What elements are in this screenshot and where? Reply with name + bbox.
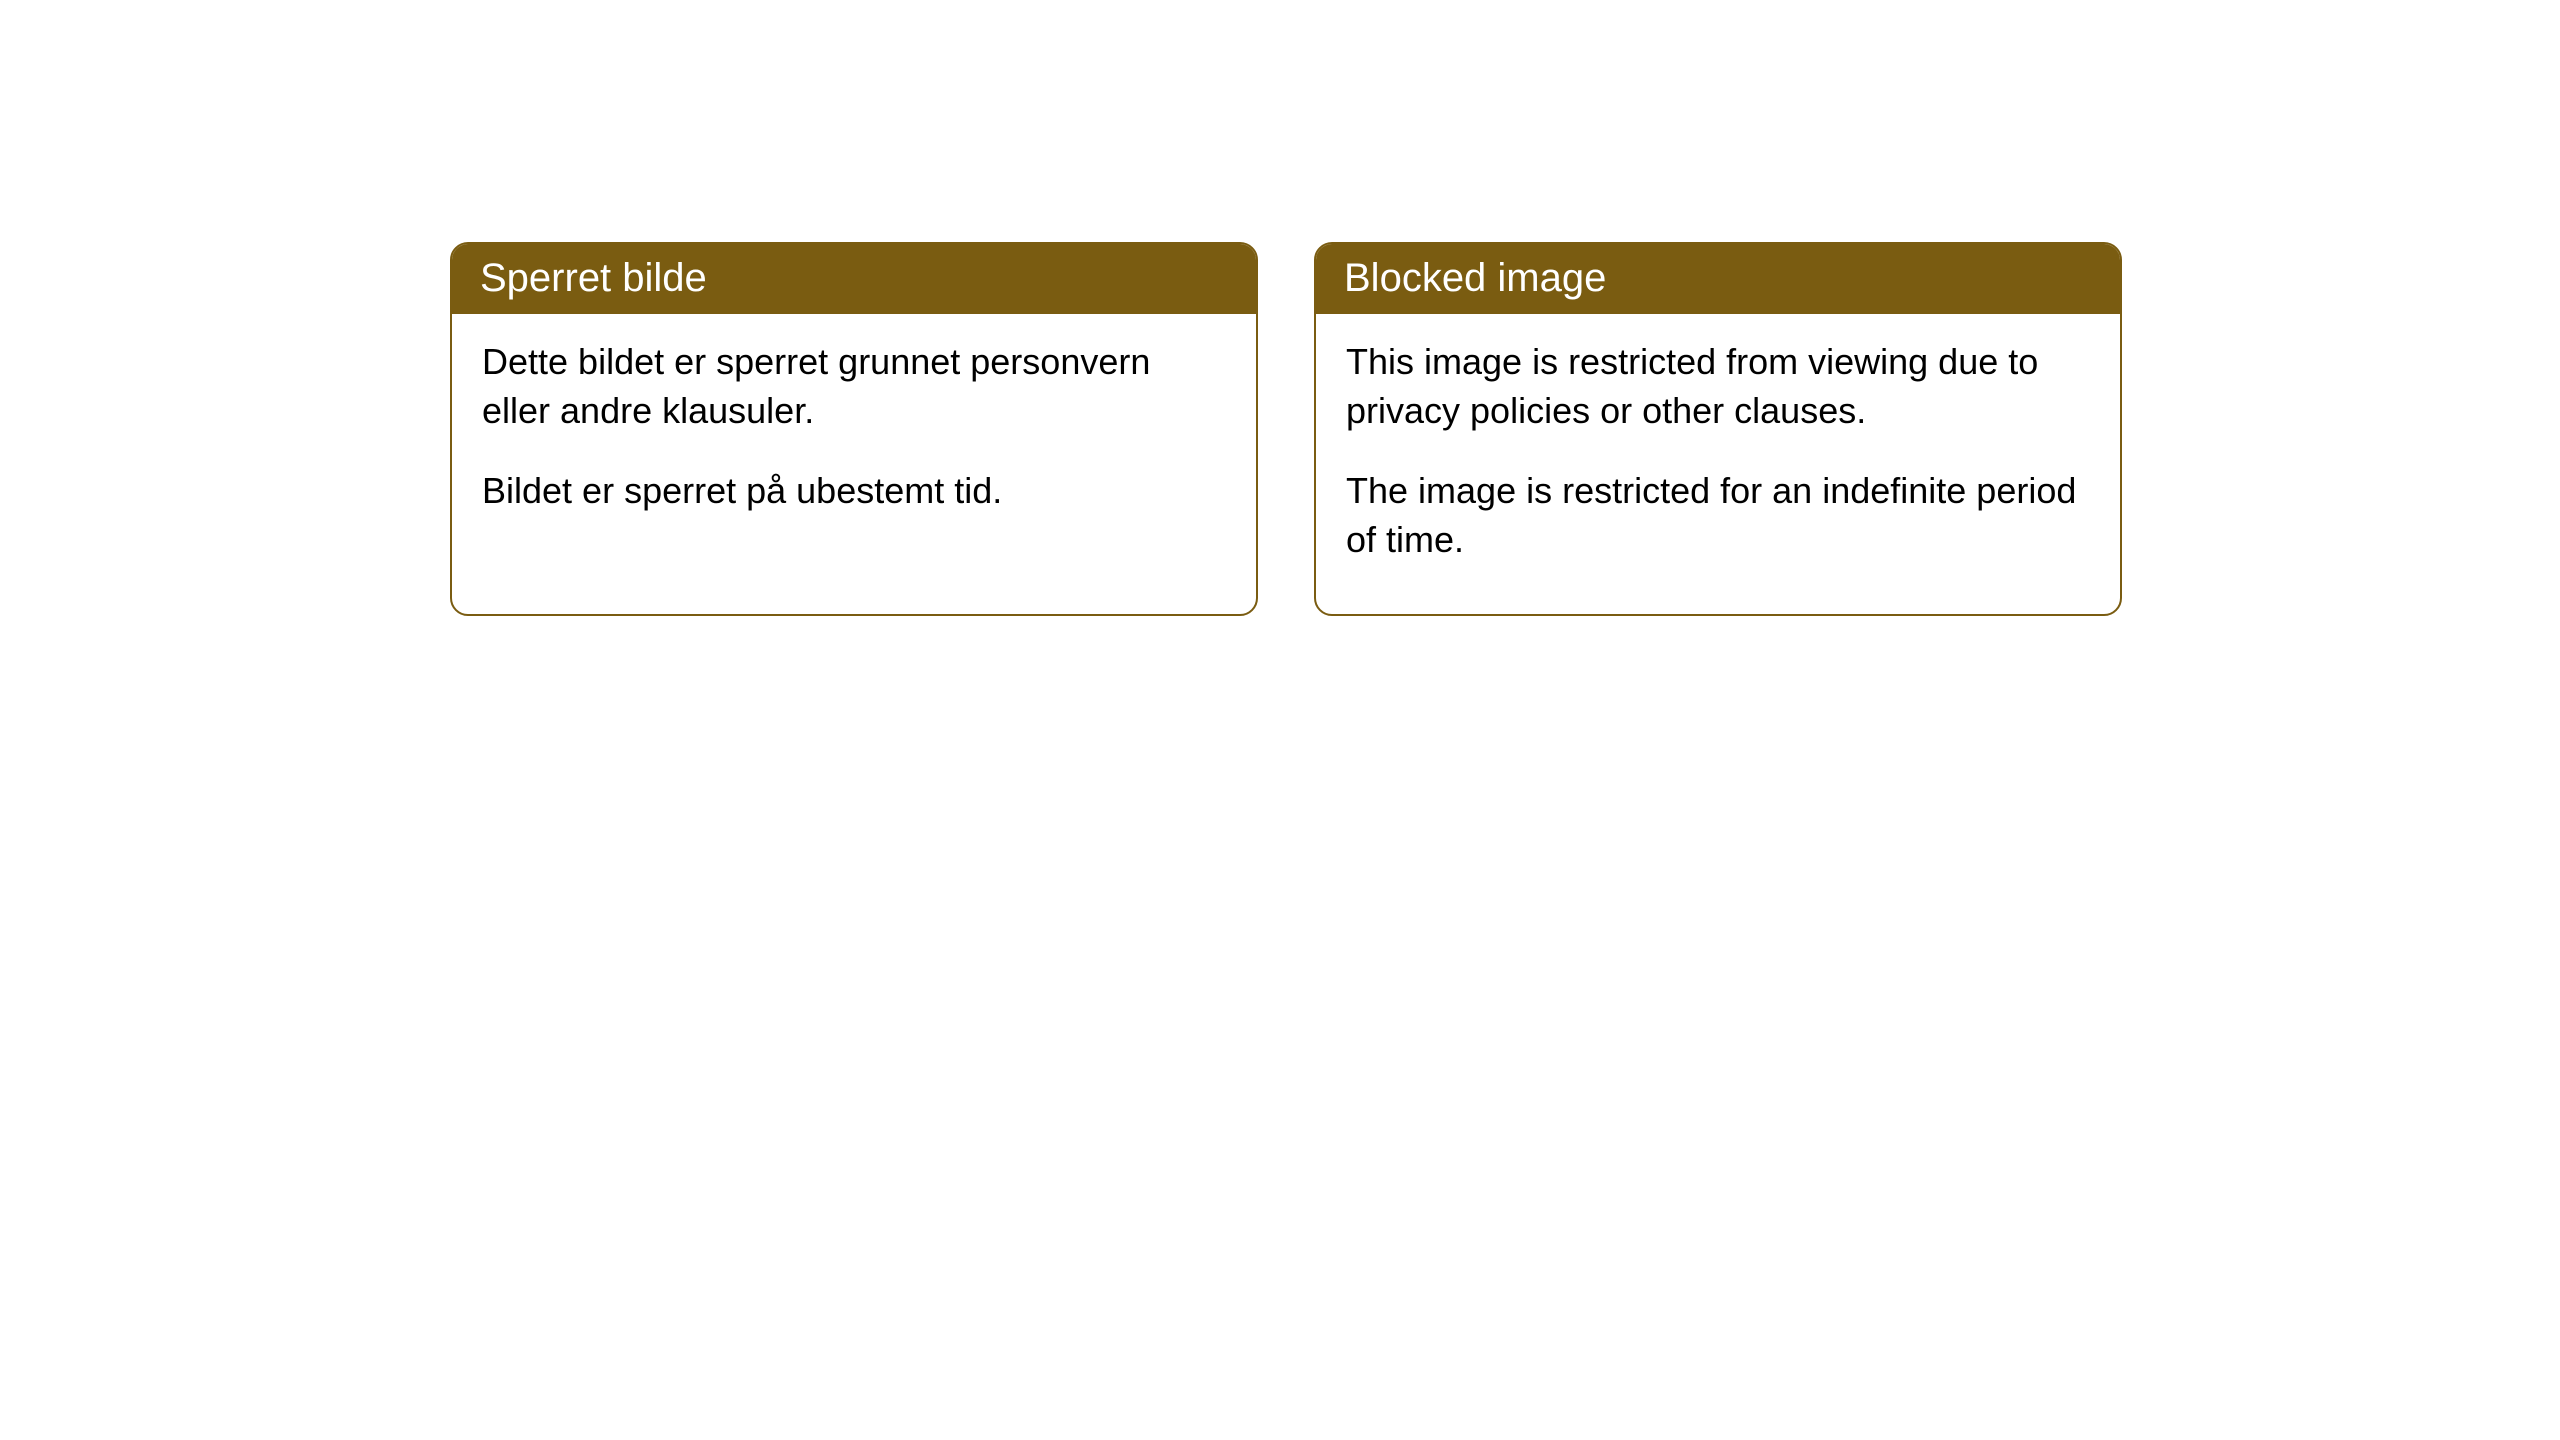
card-norwegian: Sperret bilde Dette bildet er sperret gr…	[450, 242, 1258, 616]
card-paragraph-1: This image is restricted from viewing du…	[1346, 338, 2090, 435]
cards-container: Sperret bilde Dette bildet er sperret gr…	[450, 242, 2122, 616]
card-paragraph-2: Bildet er sperret på ubestemt tid.	[482, 467, 1226, 516]
card-paragraph-2: The image is restricted for an indefinit…	[1346, 467, 2090, 564]
card-body-english: This image is restricted from viewing du…	[1316, 314, 2120, 614]
card-header-english: Blocked image	[1316, 244, 2120, 314]
card-header-norwegian: Sperret bilde	[452, 244, 1256, 314]
card-body-norwegian: Dette bildet er sperret grunnet personve…	[452, 314, 1256, 566]
card-english: Blocked image This image is restricted f…	[1314, 242, 2122, 616]
card-paragraph-1: Dette bildet er sperret grunnet personve…	[482, 338, 1226, 435]
